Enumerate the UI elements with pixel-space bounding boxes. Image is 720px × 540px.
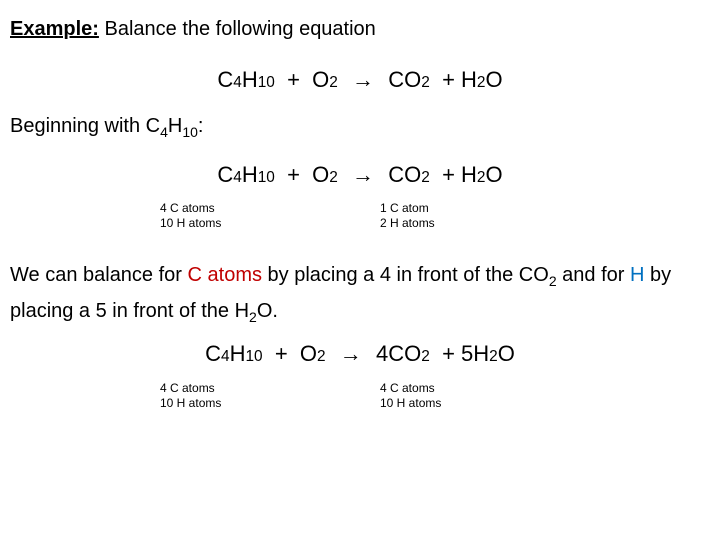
- caption-1-pair: 4 C atoms 10 H atoms 1 C atom 2 H atoms: [160, 201, 560, 231]
- caption-2-pair: 4 C atoms 10 H atoms 4 C atoms 10 H atom…: [160, 381, 560, 411]
- beginning-line: Beginning with C4H10:: [10, 113, 710, 140]
- para-co2-sub: 2: [549, 273, 557, 289]
- page: Example: Balance the following equation …: [0, 0, 720, 421]
- begin-sub4: 4: [160, 124, 168, 140]
- para-t1: We can balance for: [10, 264, 188, 286]
- begin-pre: Beginning with C: [10, 115, 160, 137]
- eq3-co: CO: [388, 339, 421, 369]
- eq2-plus1: +: [275, 160, 312, 190]
- eq2-h2o-o: O: [485, 160, 502, 190]
- caption-2-right: 4 C atoms 10 H atoms: [380, 381, 560, 411]
- title-line: Example: Balance the following equation: [10, 16, 710, 43]
- eq3-h: H: [230, 339, 246, 369]
- eq2-o: O: [312, 160, 329, 190]
- equation-1: C4H10 + O2 → CO2 + H2O: [10, 65, 710, 95]
- eq1-c: C: [217, 65, 233, 95]
- eq3-h2o-o: O: [498, 339, 515, 369]
- para-t2: by placing a 4 in front of the CO: [262, 264, 549, 286]
- eq1-co: CO: [388, 65, 421, 95]
- eq3-h2o-h: H: [473, 339, 489, 369]
- eq3-plus2: +: [430, 339, 461, 369]
- para-h-atom: H: [630, 264, 644, 286]
- equation-1-content: C4H10 + O2 → CO2 + H2O: [217, 65, 502, 95]
- caption-1-right: 1 C atom 2 H atoms: [380, 201, 560, 231]
- eq2-h: H: [242, 160, 258, 190]
- title-text: Balance the following equation: [99, 18, 376, 40]
- equation-3-content: C4H10 + O2 → 4CO2 + 5H2O: [205, 339, 515, 369]
- equation-3: C4H10 + O2 → 4CO2 + 5H2O: [10, 339, 710, 369]
- eq2-c: C: [217, 160, 233, 190]
- eq2-plus2: +: [430, 160, 461, 190]
- example-label: Example:: [10, 18, 99, 40]
- caption-2-left: 4 C atoms 10 H atoms: [160, 381, 380, 411]
- eq2-h2o-h: H: [461, 160, 477, 190]
- explanation-paragraph: We can balance for C atoms by placing a …: [10, 257, 710, 329]
- equation-2-content: C4H10 + O2 → CO2 + H2O: [217, 160, 502, 190]
- eq3-coef4: 4: [376, 339, 388, 369]
- begin-post: :: [198, 115, 204, 137]
- caption-1-left: 4 C atoms 10 H atoms: [160, 201, 380, 231]
- arrow-icon: →: [338, 65, 388, 95]
- eq2-co: CO: [388, 160, 421, 190]
- equation-2: C4H10 + O2 → CO2 + H2O: [10, 160, 710, 190]
- caption-2: 4 C atoms 10 H atoms 4 C atoms 10 H atom…: [10, 381, 710, 411]
- para-t3: and for: [557, 264, 630, 286]
- eq3-coef5: 5: [461, 339, 473, 369]
- eq1-o: O: [312, 65, 329, 95]
- caption-1: 4 C atoms 10 H atoms 1 C atom 2 H atoms: [10, 201, 710, 231]
- eq3-plus1: +: [263, 339, 300, 369]
- eq1-h: H: [242, 65, 258, 95]
- begin-sub10: 10: [182, 124, 198, 140]
- begin-mid: H: [168, 115, 182, 137]
- eq1-plus1: +: [275, 65, 312, 95]
- eq1-h2o-o: O: [485, 65, 502, 95]
- para-c-atoms: C atoms: [188, 264, 262, 286]
- para-h2o-sub: 2: [249, 309, 257, 325]
- eq1-plus2: +: [430, 65, 461, 95]
- arrow-icon: →: [326, 339, 376, 369]
- para-t5: O.: [257, 300, 278, 322]
- eq3-o: O: [300, 339, 317, 369]
- eq3-c: C: [205, 339, 221, 369]
- eq1-h2o-h: H: [461, 65, 477, 95]
- arrow-icon: →: [338, 160, 388, 190]
